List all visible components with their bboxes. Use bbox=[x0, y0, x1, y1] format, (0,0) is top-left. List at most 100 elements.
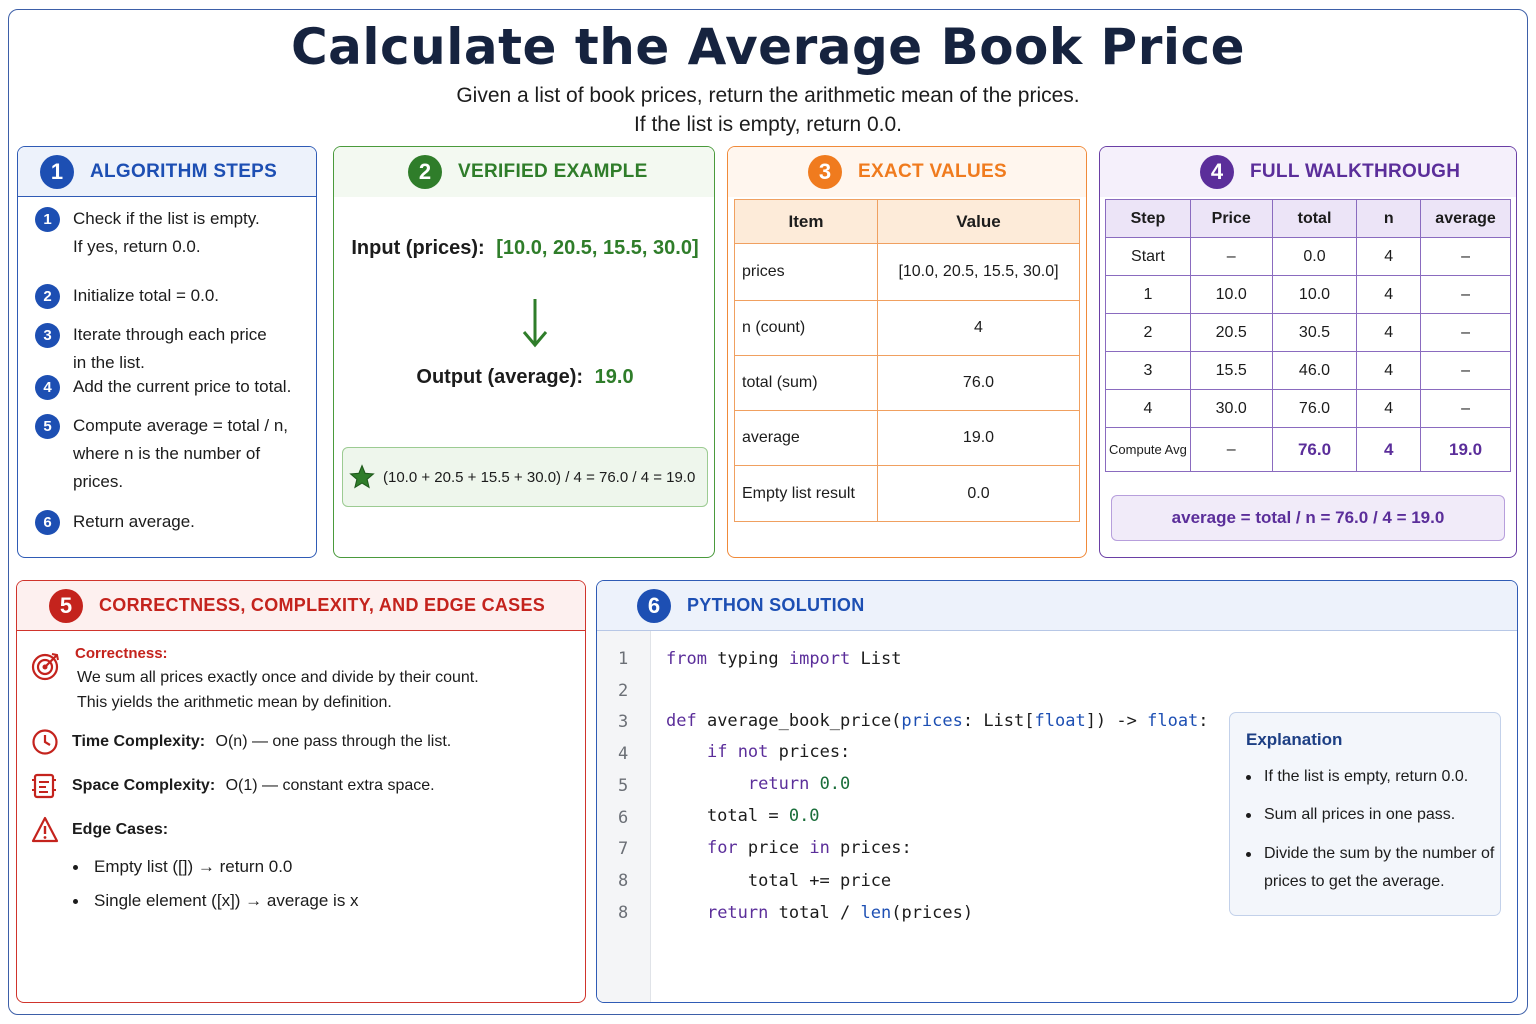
line-number: 1 bbox=[618, 649, 629, 669]
input-label: Input (prices): bbox=[351, 237, 485, 259]
walkthrough-table: Step Price total n average Start –0.0 4–1 10.0 1… bbox=[1105, 199, 1511, 472]
table-header-cell: average bbox=[1420, 199, 1511, 238]
code-line-5: return 0.0 bbox=[747, 774, 851, 794]
code-line-1: from typing import List bbox=[666, 649, 902, 669]
line-number: 7 bbox=[618, 839, 629, 860]
table-cell: – bbox=[1189, 427, 1273, 472]
explanation-title: Explanation bbox=[1246, 730, 1343, 749]
table-cell-item: prices bbox=[734, 243, 878, 301]
table-cell: 10.0 bbox=[1189, 275, 1273, 314]
table-cell: 4 bbox=[1356, 351, 1422, 390]
verified-example-header: 2 VERIFIED EXAMPLE bbox=[334, 147, 714, 197]
table-cell: 10.0 bbox=[1271, 275, 1358, 314]
table-cell: 30.0 bbox=[1189, 389, 1273, 428]
table-header-cell: Price bbox=[1189, 199, 1273, 238]
page-frame bbox=[8, 9, 1528, 1015]
table-row: 4 30.0 76.0 4– bbox=[1105, 389, 1511, 428]
table-cell-item: n (count) bbox=[734, 300, 878, 356]
step-number-badge: 4 bbox=[35, 375, 60, 400]
table-cell-value: 0.0 bbox=[877, 465, 1080, 522]
table-cell-item: average bbox=[734, 410, 878, 466]
table-header-value: Value bbox=[877, 199, 1080, 244]
table-cell: 4 bbox=[1356, 237, 1422, 276]
table-cell-item: Empty list result bbox=[734, 465, 878, 522]
table-cell: – bbox=[1420, 389, 1511, 428]
table-row: Start –0.0 4– bbox=[1105, 237, 1511, 276]
line-number: 3 bbox=[618, 712, 629, 733]
algorithm-step: 6 Return average. bbox=[35, 510, 315, 536]
table-cell: 4 bbox=[1356, 313, 1422, 352]
algorithm-step: 5 Compute average = total / n, where n is… bbox=[35, 414, 315, 496]
panel-title: VERIFIED EXAMPLE bbox=[458, 161, 648, 182]
page-subtitle-2: If the list is empty, return 0.0. bbox=[633, 113, 903, 136]
step-text: Initialize total = 0.0. bbox=[73, 286, 220, 305]
target-icon bbox=[31, 653, 59, 681]
table-cell: 19.0 bbox=[1420, 427, 1511, 472]
table-cell-value: 19.0 bbox=[877, 410, 1080, 466]
step-number-badge: 6 bbox=[35, 510, 60, 535]
algorithm-step: 4 Add the current price to total. bbox=[35, 375, 315, 401]
table-cell: 15.5 bbox=[1189, 351, 1273, 390]
correctness-panel: 5 CORRECTNESS, COMPLEXITY, AND EDGE CASE… bbox=[16, 580, 586, 1003]
exact-values-panel: 3 EXACT VALUES Item Value prices [10.0, 2… bbox=[727, 146, 1087, 558]
output-value: 19.0 bbox=[594, 366, 634, 388]
table-cell: Start bbox=[1105, 237, 1191, 276]
step-number-badge: 1 bbox=[35, 207, 60, 232]
table-cell: – bbox=[1420, 313, 1511, 352]
table-row: 1 10.0 10.0 4– bbox=[1105, 275, 1511, 314]
exact-values-table: Item Value prices [10.0, 20.5, 15.5, 30.0… bbox=[734, 199, 1080, 522]
table-row: total (sum) 76.0 bbox=[734, 355, 1080, 411]
table-cell: 2 bbox=[1105, 313, 1191, 352]
step-text: Return average. bbox=[73, 512, 195, 531]
table-cell: 76.0 bbox=[1271, 389, 1358, 428]
code-line-4: if not prices: bbox=[706, 742, 851, 762]
table-row: prices [10.0, 20.5, 15.5, 30.0] bbox=[734, 243, 1080, 301]
table-row: 2 20.5 30.5 4– bbox=[1105, 313, 1511, 352]
line-number: 8 bbox=[618, 870, 629, 891]
python-solution-header: 6 PYTHON SOLUTION bbox=[597, 581, 1517, 631]
memory-icon bbox=[32, 773, 56, 799]
table-cell-value: 4 bbox=[877, 300, 1080, 356]
correctness-label: Correctness: bbox=[75, 645, 168, 662]
edge-case-item: Single element ([x]) → average is x bbox=[73, 891, 359, 911]
table-cell-item: total (sum) bbox=[734, 355, 878, 411]
step-number-badge: 5 bbox=[35, 414, 60, 439]
edge-cases-label: Edge Cases: bbox=[72, 821, 169, 838]
algorithm-step: 1 Check if the list is empty. If yes, ret… bbox=[35, 207, 315, 261]
code-line-8: total += price bbox=[666, 871, 892, 891]
table-cell: 4 bbox=[1356, 427, 1422, 472]
verified-example-panel: 2 VERIFIED EXAMPLE Input (prices): [10.0… bbox=[333, 146, 715, 558]
full-walkthrough-panel: 4 FULL WALKTHROUGH Step Price total n averag… bbox=[1099, 146, 1517, 558]
panel-number-badge: 5 bbox=[49, 588, 83, 623]
line-number: 5 bbox=[618, 775, 629, 796]
output-label: Output (average): bbox=[416, 366, 584, 388]
output-line: Output (average): 19.0 bbox=[334, 366, 714, 389]
correctness-line-1: We sum all prices exactly once and divid… bbox=[77, 669, 479, 686]
time-complexity-text: O(n) — one pass through the list. bbox=[215, 733, 452, 750]
table-cell: 3 bbox=[1105, 351, 1191, 390]
page-title: Calculate the Average Book Price bbox=[290, 18, 1246, 76]
calculation-box: (10.0 + 20.5 + 15.5 + 30.0) / 4 = 76.0 /… bbox=[342, 447, 708, 507]
step-text: Add the current price to total. bbox=[73, 377, 292, 396]
explanation-item: Sum all prices in one pass. bbox=[1246, 801, 1496, 829]
explanation-item: Divide the sum by the number of prices t… bbox=[1246, 840, 1496, 896]
explanation-box: Explanation If the list is empty, return… bbox=[1229, 712, 1501, 916]
table-header-cell: n bbox=[1356, 199, 1422, 238]
python-solution-panel: 6 PYTHON SOLUTION 1 2 3 4 5 6 7 8 8 from typing … bbox=[596, 580, 1518, 1003]
algorithm-step: 3 Iterate through each price in the list. bbox=[35, 323, 315, 377]
input-value: [10.0, 20.5, 15.5, 30.0] bbox=[496, 237, 699, 259]
page-subtitle-1: Given a list of book prices, return the … bbox=[456, 84, 1080, 107]
time-complexity-line: Time Complexity: O(n) — one pass through… bbox=[72, 733, 451, 751]
calculation-text: (10.0 + 20.5 + 15.5 + 30.0) / 4 = 76.0 /… bbox=[383, 468, 696, 486]
panel-number-badge: 3 bbox=[808, 155, 842, 189]
table-cell: 4 bbox=[1105, 389, 1191, 428]
algorithm-steps-header: 1 ALGORITHM STEPS bbox=[18, 147, 316, 197]
correctness-header: 5 CORRECTNESS, COMPLEXITY, AND EDGE CASE… bbox=[17, 581, 585, 631]
table-row: average 19.0 bbox=[734, 410, 1080, 466]
table-cell-value: [10.0, 20.5, 15.5, 30.0] bbox=[877, 243, 1080, 301]
table-row: n (count) 4 bbox=[734, 300, 1080, 356]
table-header-cell: total bbox=[1271, 199, 1358, 238]
table-row: Empty list result 0.0 bbox=[734, 465, 1080, 522]
clock-icon bbox=[32, 729, 58, 755]
full-walkthrough-header: 4 FULL WALKTHROUGH bbox=[1100, 147, 1516, 197]
